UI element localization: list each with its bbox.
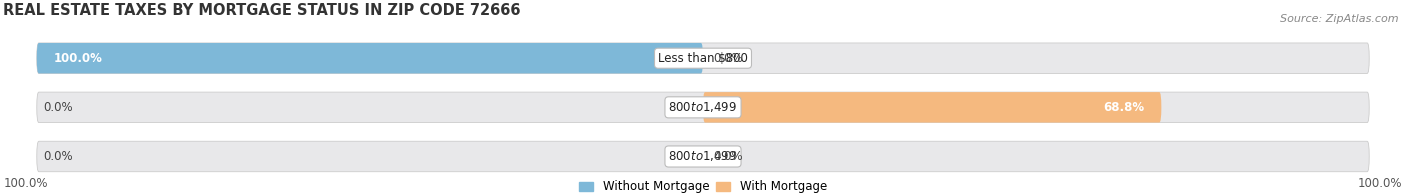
FancyBboxPatch shape <box>37 141 1369 172</box>
Text: 100.0%: 100.0% <box>3 177 48 190</box>
Text: 100.0%: 100.0% <box>53 52 103 65</box>
Legend: Without Mortgage, With Mortgage: Without Mortgage, With Mortgage <box>579 180 827 193</box>
Text: 0.0%: 0.0% <box>44 150 73 163</box>
Text: Less than $800: Less than $800 <box>658 52 748 65</box>
Text: 0.0%: 0.0% <box>713 150 742 163</box>
Text: 0.0%: 0.0% <box>44 101 73 114</box>
FancyBboxPatch shape <box>37 43 703 74</box>
Text: 0.0%: 0.0% <box>713 52 742 65</box>
Text: 100.0%: 100.0% <box>1358 177 1403 190</box>
Text: $800 to $1,499: $800 to $1,499 <box>668 150 738 163</box>
Text: Source: ZipAtlas.com: Source: ZipAtlas.com <box>1281 14 1399 24</box>
FancyBboxPatch shape <box>37 92 1369 122</box>
Text: REAL ESTATE TAXES BY MORTGAGE STATUS IN ZIP CODE 72666: REAL ESTATE TAXES BY MORTGAGE STATUS IN … <box>3 4 522 18</box>
Text: 68.8%: 68.8% <box>1104 101 1144 114</box>
FancyBboxPatch shape <box>37 43 1369 74</box>
Text: $800 to $1,499: $800 to $1,499 <box>668 100 738 114</box>
FancyBboxPatch shape <box>703 92 1161 122</box>
